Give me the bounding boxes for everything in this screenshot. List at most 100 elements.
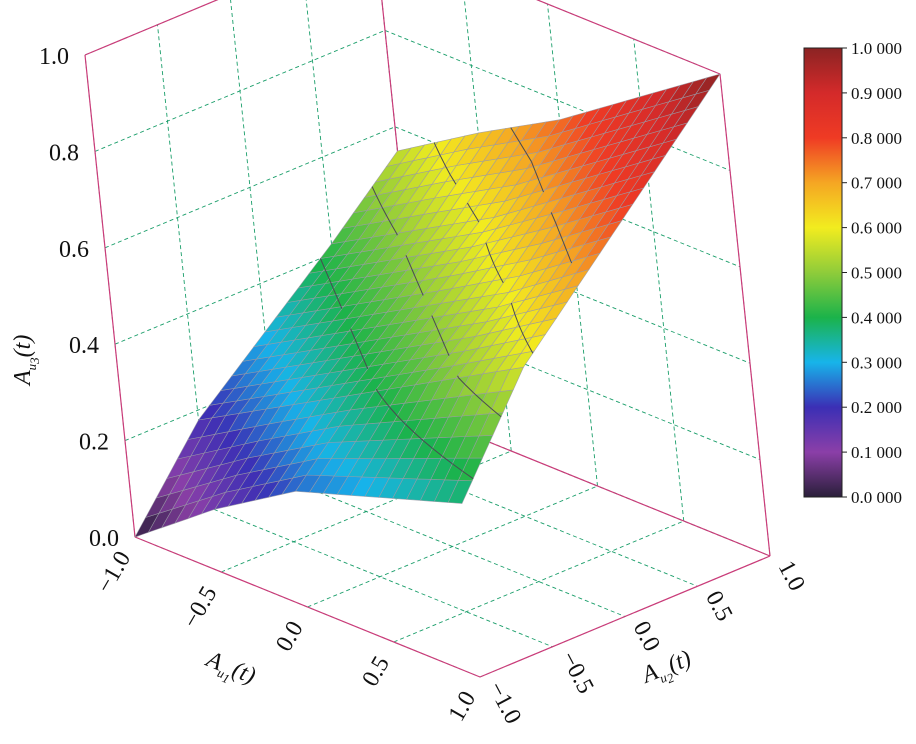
contour-line [434,145,441,156]
contour-line [489,254,494,264]
contour-line [388,220,393,226]
contour-line [444,457,453,465]
contour-line [500,279,504,284]
contour-line [493,262,496,268]
box-edge [719,73,771,557]
x-tick-label: 0.5 [357,652,395,691]
contour-line [537,178,540,183]
grid-line [536,0,721,75]
contour-line [482,400,492,410]
contour-line [376,390,383,399]
grid-line [307,485,598,608]
colorbar-tick-label: 0.4 000 [851,308,902,327]
contour-line [477,219,480,223]
contour-line [563,242,567,250]
contour-line [485,243,490,254]
colorbar-tick-label: 0.2 000 [851,398,902,417]
box-edge [84,0,219,56]
z-axis-label: Au3(t) [10,335,42,387]
contour-line [328,278,332,283]
contour-line [556,225,561,233]
z-tick-label: 0.0 [89,526,119,552]
contour-line [435,325,439,330]
y-tick-label: −0.5 [555,647,598,698]
contour-line [350,330,356,339]
contour-line [522,333,526,339]
contour-line [526,153,532,162]
contour-line [356,342,360,350]
colorbar-tick-label: 1.0 000 [851,39,902,58]
contour-line [570,261,573,264]
contour-line [525,151,528,155]
contour-line [366,366,369,370]
grid-line [633,38,685,522]
contour-line [444,164,447,168]
contour-line [418,285,423,294]
contour-line [335,294,339,299]
contour-line [550,212,553,215]
y-tick-label: 1.0 [773,557,810,596]
surface [134,73,721,538]
contour-line [405,423,415,433]
contour-line [409,265,413,270]
colorbar-tick-label: 0.0 000 [851,488,902,507]
contour-line [431,315,434,318]
contour-line [413,432,422,439]
y-tick-label: −1.0 [483,678,526,729]
contour-line [387,404,390,408]
grid-line [84,0,218,56]
contour-line [375,388,378,392]
contour-line [350,328,352,331]
contour-line [420,438,424,441]
contour-line [449,174,455,181]
contour-line [337,298,342,307]
contour-line [381,206,383,208]
contour-line [464,384,474,394]
contour-line [382,397,389,406]
grid-line [547,3,598,487]
contour-line [406,257,411,266]
contour-line [375,194,378,197]
colorbar-tick-label: 0.8 000 [851,129,902,148]
contour-line [559,232,563,238]
contour-line [432,317,437,326]
contour-line [542,190,544,193]
contour-line [389,406,398,417]
contour-line [567,252,572,262]
x-tick-label: −0.5 [178,582,222,633]
contour-line [555,222,558,227]
contour-line [414,275,418,282]
contour-line [452,463,463,472]
x-tick-label: 0.0 [271,617,309,656]
contour-line [453,180,457,185]
contour-line [475,394,483,402]
contour-line [491,408,498,414]
contour-line [386,215,390,221]
contour-line [513,133,520,142]
box-edge [479,555,771,678]
contour-line [530,161,534,167]
z-tick-label: 0.2 [79,430,109,456]
contour-line [469,206,474,213]
contour-line [396,233,398,236]
contour-line [325,270,330,279]
contour-line [466,202,471,208]
contour-line [488,252,491,256]
grid-line [384,29,731,171]
contour-line [524,338,529,344]
contour-line [391,225,397,234]
z-tick-label: 0.6 [59,237,89,263]
contour-line [442,341,446,346]
z-tick-label: 1.0 [39,44,69,70]
box-edge [84,54,136,538]
z-tick-label: 0.8 [49,140,79,166]
contour-line [565,249,569,254]
contour-line [358,348,363,356]
grid-line [352,445,698,587]
grid-line [207,506,553,648]
colorbar: 0.0 000 0.1 000 0.2 000 0.3 000 0.4 000 0.5 0… [803,39,902,507]
y-tick-label: 0.0 [628,617,665,656]
colorbar-tick-label: 0.6 000 [851,219,902,238]
contour-line [361,354,364,360]
colorbar-tick-label: 0.3 000 [851,353,902,372]
